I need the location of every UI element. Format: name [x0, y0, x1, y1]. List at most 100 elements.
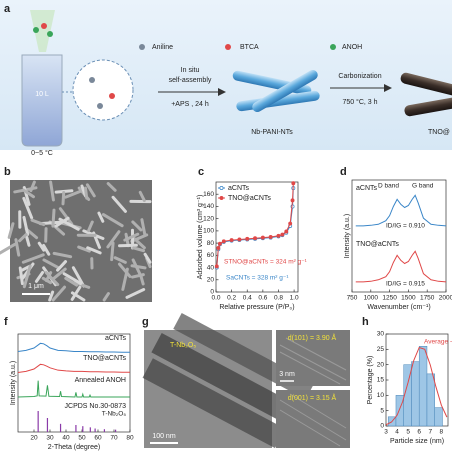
step-label: 750 °C, 3 h: [342, 98, 377, 106]
hrtem-inset: [276, 390, 350, 448]
sem-rod: [106, 182, 117, 192]
series-line: [17, 380, 130, 398]
reagent-label: BTCA: [240, 44, 259, 51]
histogram-bar: [395, 395, 404, 427]
legend-label: TNO@aCNTs: [228, 195, 271, 202]
sem-rod: [97, 211, 105, 223]
molecules: [33, 23, 336, 109]
data-point: [214, 264, 219, 269]
y-tick-label: 10: [377, 392, 385, 399]
d-spacing: d(001) = 3.15 Å: [288, 393, 337, 402]
y-tick-label: 100: [203, 228, 214, 235]
panel-label: f: [4, 316, 8, 328]
scale-label: 1 μm: [28, 283, 44, 290]
sem-rod: [125, 288, 146, 299]
y-tick-label: 0: [380, 423, 384, 430]
data-point: [291, 181, 296, 186]
series-label: Annealed ANOH: [75, 377, 126, 384]
beaker: [21, 54, 63, 147]
data-point: [216, 246, 221, 250]
histogram-bar: [426, 373, 435, 427]
x-axis-label: 2-Theta (degree): [48, 444, 101, 451]
data-point: [260, 235, 265, 240]
data-point: [229, 238, 234, 243]
sem-rod: [21, 253, 45, 264]
sem-rod: [70, 285, 82, 301]
y-axis-label: Adsorbed volume (cm³ g⁻¹): [197, 195, 204, 280]
sem-texture: [0, 180, 152, 302]
sem-rod: [64, 189, 83, 199]
d-spacing: d(101) = 3.90 Å: [288, 333, 337, 342]
series-line: [17, 342, 130, 353]
step-label: Carbonization: [338, 73, 381, 80]
volume-label: 10 L: [35, 91, 49, 98]
series-line: [17, 363, 130, 373]
sem-rod: [20, 265, 31, 272]
x-tick-label: 30: [46, 435, 54, 442]
step-label: +APS , 24 h: [171, 101, 209, 108]
sem-rod: [44, 271, 60, 287]
series-label: aCNTs: [356, 185, 378, 192]
annotation: T-Nb₂O₅: [102, 411, 127, 418]
sem-rod: [30, 218, 46, 227]
data-point: [237, 237, 242, 242]
y-tick-label: 120: [203, 215, 214, 222]
x-tick-label: 0.8: [274, 295, 283, 302]
x-tick-label: 20: [30, 435, 38, 442]
panel-label: b: [4, 166, 11, 178]
sem-rod: [123, 232, 140, 242]
sem-rod: [54, 216, 70, 228]
histogram-bar: [434, 407, 443, 427]
sem-rod: [37, 241, 46, 252]
annotation: G band: [412, 183, 434, 190]
plot-frame: [215, 181, 299, 293]
panel-label: a: [4, 3, 11, 15]
x-tick-label: 0.6: [258, 295, 267, 302]
series-label: aCNTs: [105, 335, 127, 342]
sem-rod: [132, 246, 146, 253]
sem-rod: [85, 183, 96, 198]
sem-rod: [62, 272, 83, 285]
y-tick-label: 60: [207, 252, 215, 259]
sem-rod: [130, 273, 145, 279]
x-tick-label: 1250: [382, 295, 397, 302]
series-line: [216, 188, 294, 268]
sem-rod: [22, 196, 34, 220]
sem-rod: [121, 267, 129, 291]
sem-rod: [118, 243, 138, 248]
sem-rod: [34, 270, 45, 283]
panel-b: b 1 μm: [0, 166, 152, 302]
sem-rod: [22, 215, 30, 236]
panel-g: g T-Nb₂O₅ 100 nm 3 nm d(101) = 3.90 Å d(…: [142, 313, 350, 449]
sem-rod: [49, 180, 55, 202]
annotation: SaCNTs = 328 m² g⁻¹: [226, 275, 289, 282]
series-line: [355, 194, 447, 227]
series-label: TNO@aCNTs: [83, 355, 126, 362]
sem-rod: [42, 258, 60, 269]
sem-rod: [101, 213, 124, 228]
sem-rod: [14, 238, 21, 257]
sem-rod: [87, 220, 94, 233]
data-point: [276, 233, 281, 238]
x-tick-label: 750: [347, 295, 358, 302]
x-tick-label: 5: [406, 429, 410, 436]
panel-a: a Aniline BTCA ANOH In situ self-assembl…: [0, 0, 452, 157]
data-point: [253, 236, 257, 241]
scale-label: 100 nm: [152, 433, 176, 440]
panel-background: [0, 0, 452, 150]
arrowhead: [384, 84, 392, 92]
plot-frame: [17, 333, 131, 433]
annotation: ID/IG = 0.910: [386, 223, 425, 230]
annotation: STNO@aCNTs = 324 m² g⁻¹: [224, 259, 308, 266]
x-tick-label: 2000: [439, 295, 452, 302]
sem-rod: [131, 220, 143, 232]
zoom-circle: [72, 59, 134, 121]
sem-rod: [131, 258, 143, 278]
y-tick-label: 40: [207, 264, 215, 271]
product-label: Nb-PANI-NTs: [251, 129, 293, 136]
sem-rod: [86, 246, 102, 255]
step-label: self-assembly: [169, 77, 212, 84]
x-tick-label: 50: [78, 435, 86, 442]
sem-rod: [21, 188, 35, 199]
sem-rod: [77, 245, 91, 253]
